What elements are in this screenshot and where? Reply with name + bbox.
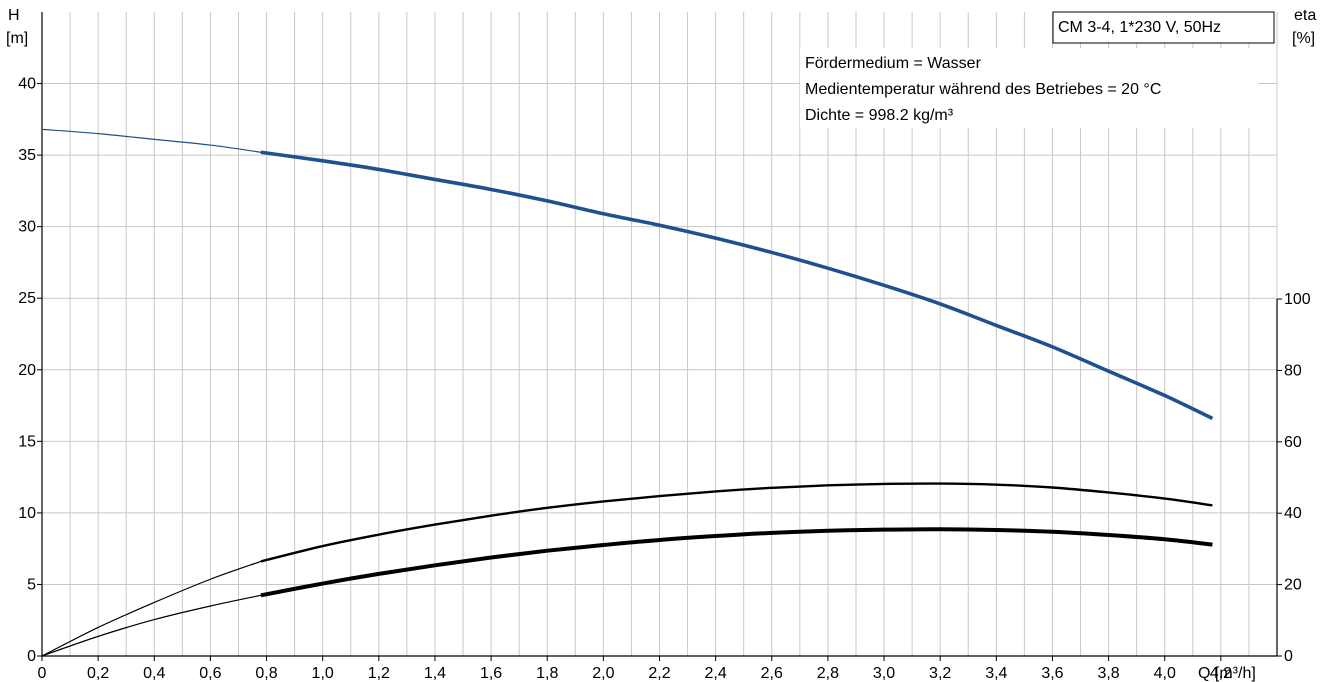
y-axis-right-title-line2: [%] [1292,30,1315,47]
pump-label-text: CM 3-4, 1*230 V, 50Hz [1058,19,1221,36]
y-left-tick-label: 10 [18,505,36,522]
x-tick-label: 2,8 [817,665,839,682]
x-tick-label: 0,2 [87,665,109,682]
y-left-tick-label: 30 [18,219,36,236]
y-axis-right-ticks: 0 20 40 60 80 100 [1276,291,1311,665]
x-tick-label: 2,0 [592,665,614,682]
y-left-tick-label: 20 [18,362,36,379]
y-left-tick-label: 5 [27,576,36,593]
grid [42,12,1277,656]
y-right-tick-label: 80 [1284,362,1302,379]
x-tick-label: 0,8 [255,665,277,682]
annotation-density: Dichte = 998.2 kg/m³ [805,107,954,124]
x-tick-label: 1,8 [536,665,558,682]
x-tick-label: 3,0 [873,665,895,682]
x-tick-label: 2,4 [705,665,727,682]
y-right-tick-label: 20 [1284,577,1302,594]
y-left-tick-label: 15 [18,433,36,450]
y-axis-left-ticks: 0 5 10 15 20 25 30 35 40 [18,76,42,665]
y-right-tick-label: 0 [1284,648,1293,665]
y-axis-left-title-line2: [m] [6,30,28,47]
x-axis-ticks: 0 0,2 0,4 0,6 0,8 1,0 1,2 1,4 1,6 1,8 2,0 2,2 2,4 2,6… [38,656,1232,682]
y-right-tick-label: 60 [1284,434,1302,451]
efficiency-curve-lower-extrapolated [41,594,262,657]
x-tick-label: 0,4 [143,665,165,682]
efficiency-curve-upper-operating [260,482,1213,563]
x-tick-label: 1,6 [480,665,502,682]
x-axis-title: Q [m³/h] [1198,665,1256,682]
y-left-tick-label: 35 [18,147,36,164]
y-right-tick-label: 100 [1284,291,1311,308]
x-tick-label: 3,6 [1041,665,1063,682]
curves [41,128,1214,657]
y-left-tick-label: 25 [18,290,36,307]
x-tick-label: 4,0 [1154,665,1176,682]
x-tick-label: 4,2 [1210,665,1232,682]
annotation-background [800,48,1258,128]
x-tick-label: 1,0 [312,665,334,682]
x-tick-label: 2,6 [761,665,783,682]
x-tick-label: 1,4 [424,665,446,682]
head-curve-extrapolated [41,128,262,153]
pump-label-box: CM 3-4, 1*230 V, 50Hz [1052,11,1275,44]
y-left-tick-label: 0 [27,648,36,665]
efficiency-curve-upper-extrapolated [41,560,262,657]
y-axis-left-title-line1: H [8,7,20,24]
x-tick-label: 3,4 [985,665,1007,682]
head-curve-operating [260,150,1214,421]
y-axis-right-title-line1: eta [1294,7,1316,24]
x-tick-label: 3,8 [1097,665,1119,682]
y-left-tick-label: 40 [18,76,36,93]
annotation-medium: Fördermedium = Wasser [805,55,982,72]
efficiency-curve-lower-operating [260,527,1213,598]
y-right-tick-label: 40 [1284,505,1302,522]
annotation-temperature: Medientemperatur während des Betriebes =… [805,81,1161,98]
x-tick-label: 0 [38,665,47,682]
x-tick-label: 1,2 [368,665,390,682]
x-tick-label: 0,6 [199,665,221,682]
pump-label-box-frame [1052,11,1275,44]
x-tick-label: 3,2 [929,665,951,682]
x-tick-label: 2,2 [648,665,670,682]
